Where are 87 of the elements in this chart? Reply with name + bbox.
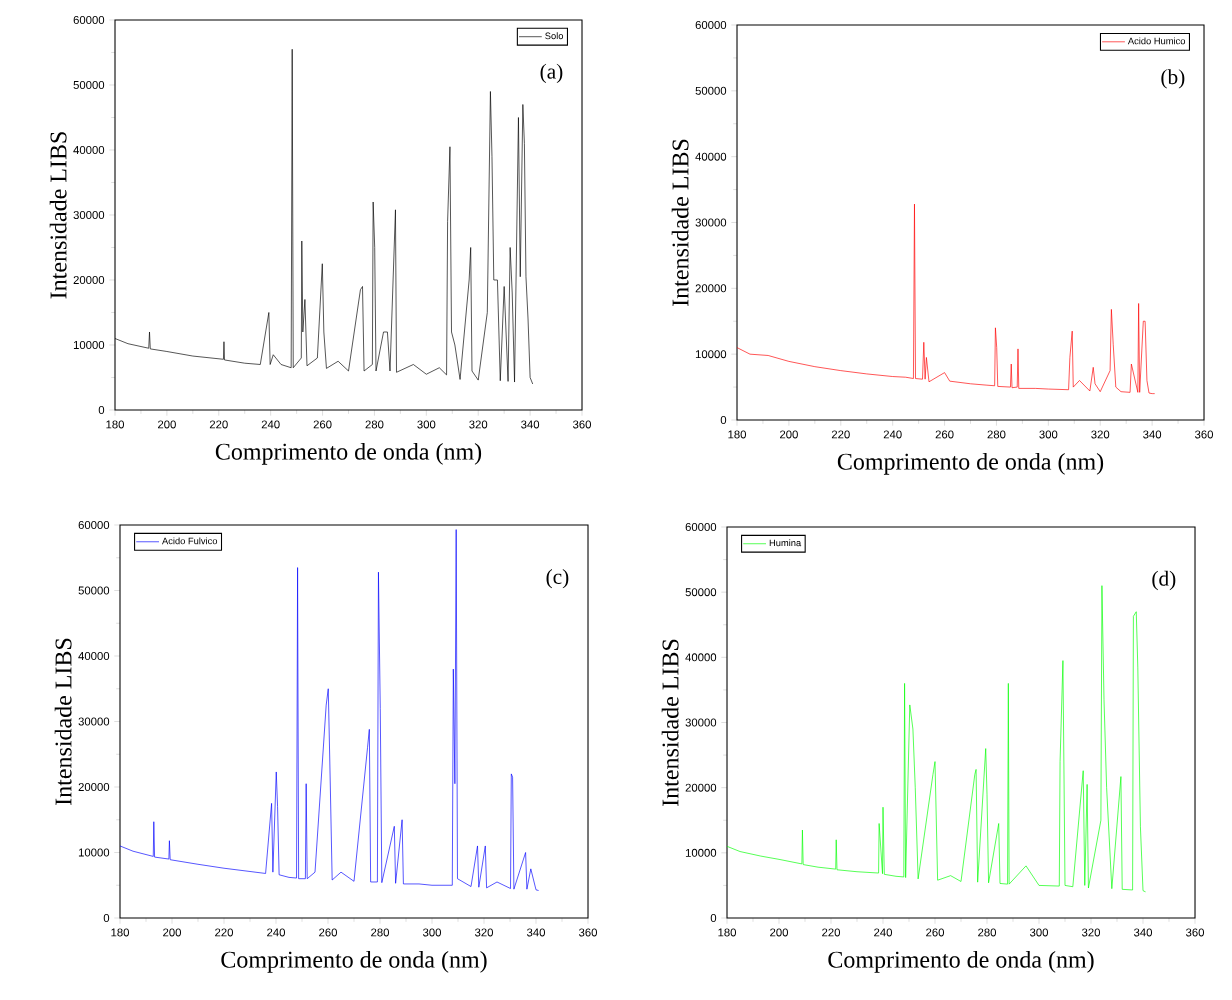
y-tick-label: 20000	[685, 783, 717, 792]
x-tick-label: 340	[521, 420, 540, 429]
x-tick-label: 240	[874, 928, 893, 937]
y-tick-label: 0	[720, 415, 727, 424]
y-tick-label: 10000	[78, 848, 110, 857]
legend-label: Solo	[545, 32, 564, 40]
y-tick-label: 60000	[78, 521, 110, 530]
x-tick-label: 260	[926, 928, 945, 937]
annotation: (a)	[540, 63, 563, 84]
y-tick-label: 10000	[73, 340, 105, 349]
x-tick-label: 200	[770, 928, 789, 937]
x-tick-label: 220	[831, 430, 850, 439]
x-tick-label: 220	[822, 928, 841, 937]
y-tick-label: 50000	[695, 86, 727, 95]
x-tick-label: 320	[469, 420, 488, 429]
annotation: (d)	[1152, 570, 1176, 591]
y-tick-label: 20000	[78, 783, 110, 792]
y-axis-title: Intensidade LIBS	[54, 638, 72, 805]
y-axis-title: Intensidade LIBS	[671, 139, 689, 306]
x-tick-label: 260	[313, 420, 332, 429]
x-tick-label: 200	[163, 928, 181, 937]
x-tick-label: 240	[261, 420, 280, 429]
y-tick-label: 10000	[685, 848, 717, 857]
x-tick-label: 200	[158, 420, 176, 429]
x-tick-label: 340	[1143, 430, 1162, 439]
x-tick-label: 240	[267, 928, 286, 937]
y-tick-label: 40000	[685, 653, 717, 662]
x-tick-label: 360	[578, 928, 598, 937]
x-tick-label: 180	[111, 928, 129, 937]
y-tick-label: 40000	[73, 146, 105, 154]
line-series	[737, 203, 1156, 394]
y-tick-label: 20000	[695, 284, 727, 293]
y-tick-label: 60000	[73, 16, 105, 25]
annotation: (b)	[1161, 69, 1185, 89]
x-axis-title: Comprimento de onda (nm)	[221, 950, 487, 973]
y-tick-label: 20000	[73, 275, 105, 284]
y-tick-label: 30000	[73, 210, 105, 219]
y-tick-label: 50000	[73, 81, 105, 90]
x-tick-label: 280	[978, 928, 997, 937]
x-tick-label: 180	[106, 420, 124, 429]
x-tick-label: 360	[572, 420, 592, 429]
x-tick-label: 180	[718, 928, 737, 937]
y-axis-title: Intensidade LIBS	[661, 639, 679, 806]
x-tick-label: 300	[422, 928, 442, 937]
line-series	[727, 585, 1146, 893]
x-tick-label: 220	[209, 420, 228, 429]
x-tick-label: 300	[1039, 430, 1058, 439]
x-tick-label: 280	[365, 420, 384, 429]
x-axis-title: Comprimento de onda (nm)	[837, 452, 1104, 475]
x-tick-label: 360	[1195, 430, 1214, 439]
x-tick-label: 300	[417, 420, 436, 429]
x-tick-label: 240	[883, 430, 902, 439]
x-tick-label: 340	[1134, 928, 1153, 937]
x-tick-label: 260	[935, 430, 954, 439]
x-tick-label: 320	[474, 928, 494, 937]
y-tick-label: 10000	[695, 350, 727, 359]
y-tick-label: 30000	[685, 718, 717, 727]
y-tick-label: 60000	[685, 523, 717, 532]
y-axis-title: Intensidade LIBS	[49, 132, 67, 299]
y-tick-label: 30000	[695, 218, 727, 227]
x-tick-label: 180	[728, 430, 747, 439]
line-series	[120, 529, 539, 891]
x-tick-label: 280	[987, 430, 1006, 439]
x-tick-label: 260	[319, 928, 338, 937]
y-tick-label: 40000	[78, 652, 110, 661]
x-tick-label: 320	[1091, 430, 1110, 439]
annotation: (c)	[546, 569, 569, 589]
y-tick-label: 0	[103, 914, 110, 923]
y-tick-label: 60000	[695, 20, 727, 29]
x-tick-label: 200	[780, 430, 798, 439]
x-tick-label: 280	[371, 928, 390, 937]
y-tick-label: 30000	[78, 717, 110, 726]
x-axis-title: Comprimento de onda (nm)	[828, 950, 1094, 973]
y-tick-label: 0	[98, 405, 105, 414]
legend-label: Humina	[769, 539, 802, 547]
x-tick-label: 340	[526, 928, 546, 937]
x-tick-label: 300	[1030, 928, 1049, 937]
y-tick-label: 40000	[695, 152, 727, 161]
legend-label: Acido Humico	[1127, 37, 1186, 45]
y-tick-label: 50000	[685, 588, 717, 597]
x-tick-label: 320	[1082, 928, 1101, 937]
x-tick-label: 220	[215, 928, 234, 937]
legend-label: Acido Fulvico	[162, 537, 218, 545]
x-tick-label: 360	[1186, 928, 1205, 937]
x-axis-title: Comprimento de onda (nm)	[215, 442, 482, 465]
y-tick-label: 0	[710, 914, 717, 923]
y-tick-label: 50000	[78, 586, 110, 595]
